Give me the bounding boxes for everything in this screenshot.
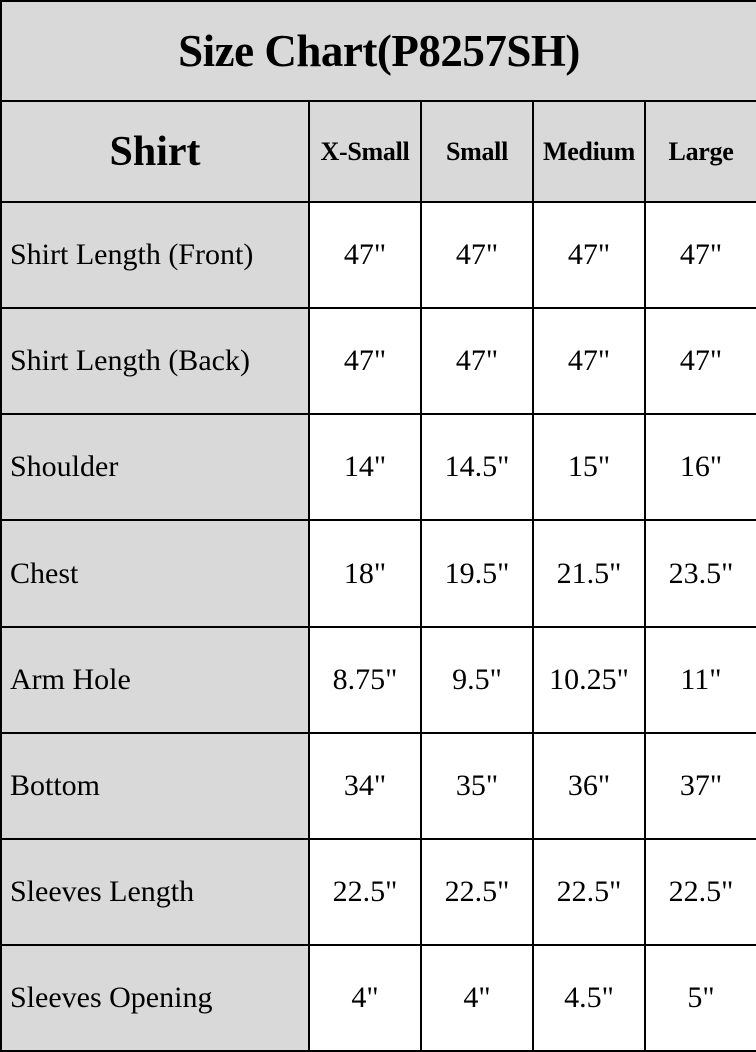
measurement-label: Chest	[0, 519, 310, 628]
measurement-label: Shirt Length (Front)	[0, 201, 310, 310]
measurement-value: 23.5"	[644, 519, 756, 628]
measurement-value: 47"	[420, 201, 534, 310]
title-row: Size Chart(P8257SH)	[0, 0, 756, 103]
measurement-value: 14.5"	[420, 413, 534, 522]
measurement-row-sleeves-opening: Sleeves Opening 4" 4" 4.5" 5"	[0, 943, 756, 1052]
measurement-row-sleeves-length: Sleeves Length 22.5" 22.5" 22.5" 22.5"	[0, 837, 756, 946]
measurement-value: 34"	[308, 731, 422, 840]
measurement-row-chest: Chest 18" 19.5" 21.5" 23.5"	[0, 519, 756, 628]
measurement-value: 16"	[644, 413, 756, 522]
measurement-label: Bottom	[0, 731, 310, 840]
measurement-row-shirt-length-front: Shirt Length (Front) 47" 47" 47" 47"	[0, 201, 756, 310]
measurement-label: Sleeves Length	[0, 837, 310, 946]
size-column-header-medium: Medium	[532, 100, 646, 204]
measurement-row-shirt-length-back: Shirt Length (Back) 47" 47" 47" 47"	[0, 307, 756, 416]
size-column-header-large: Large	[644, 100, 756, 204]
measurement-value: 19.5"	[420, 519, 534, 628]
measurement-value: 4.5"	[532, 943, 646, 1052]
measurement-value: 47"	[644, 201, 756, 310]
measurement-value: 11"	[644, 625, 756, 734]
measurement-value: 47"	[532, 307, 646, 416]
measurement-label: Shoulder	[0, 413, 310, 522]
measurement-label: Sleeves Opening	[0, 943, 310, 1052]
product-type-header: Shirt	[0, 100, 310, 204]
measurement-label: Shirt Length (Back)	[0, 307, 310, 416]
measurement-label: Arm Hole	[0, 625, 310, 734]
measurement-value: 14"	[308, 413, 422, 522]
measurement-value: 47"	[644, 307, 756, 416]
measurement-row-arm-hole: Arm Hole 8.75" 9.5" 10.25" 11"	[0, 625, 756, 734]
measurement-row-bottom: Bottom 34" 35" 36" 37"	[0, 731, 756, 840]
measurement-value: 47"	[420, 307, 534, 416]
measurement-value: 15"	[532, 413, 646, 522]
size-column-header-xsmall: X-Small	[308, 100, 422, 204]
measurement-value: 21.5"	[532, 519, 646, 628]
measurement-value: 22.5"	[420, 837, 534, 946]
measurement-value: 22.5"	[644, 837, 756, 946]
measurement-value: 37"	[644, 731, 756, 840]
measurement-value: 4"	[308, 943, 422, 1052]
measurement-value: 10.25"	[532, 625, 646, 734]
measurement-row-shoulder: Shoulder 14" 14.5" 15" 16"	[0, 413, 756, 522]
measurement-value: 5"	[644, 943, 756, 1052]
measurement-value: 9.5"	[420, 625, 534, 734]
header-row: Shirt X-Small Small Medium Large	[0, 100, 756, 204]
measurement-value: 47"	[308, 201, 422, 310]
measurement-value: 47"	[532, 201, 646, 310]
measurement-value: 18"	[308, 519, 422, 628]
size-column-header-small: Small	[420, 100, 534, 204]
chart-title: Size Chart(P8257SH)	[0, 0, 756, 103]
measurement-value: 47"	[308, 307, 422, 416]
measurement-value: 36"	[532, 731, 646, 840]
measurement-value: 35"	[420, 731, 534, 840]
measurement-value: 22.5"	[308, 837, 422, 946]
measurement-value: 8.75"	[308, 625, 422, 734]
measurement-value: 4"	[420, 943, 534, 1052]
measurement-value: 22.5"	[532, 837, 646, 946]
